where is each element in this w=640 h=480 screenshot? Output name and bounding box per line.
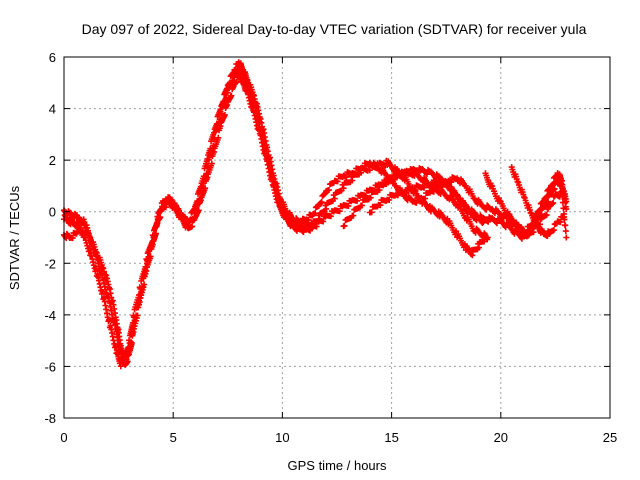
chart-title: Day 097 of 2022, Sidereal Day-to-day VTE… [82, 21, 587, 37]
y-axis-label: SDTVAR / TECUs [7, 185, 22, 290]
x-tick-label: 15 [384, 430, 398, 445]
series-markers [61, 59, 570, 365]
x-tick-label: 5 [170, 430, 177, 445]
data-series [61, 59, 570, 370]
x-tick-label: 20 [494, 430, 508, 445]
y-tick-label: 0 [49, 205, 56, 220]
x-tick-label: 0 [60, 430, 67, 445]
series-track-3 [61, 59, 570, 365]
series-track-7 [366, 177, 487, 226]
y-tick-label: 2 [49, 153, 56, 168]
y-tick-label: -2 [44, 256, 56, 271]
x-axis-label: GPS time / hours [288, 458, 387, 473]
series-markers [482, 170, 570, 241]
plot-frame [63, 56, 611, 419]
x-tick-label: 10 [275, 430, 289, 445]
y-tick-label: 4 [49, 102, 56, 117]
series-track-5 [482, 170, 570, 241]
series-track-6 [508, 164, 568, 240]
y-tick-label: -6 [44, 359, 56, 374]
grid-lines [64, 57, 610, 418]
y-tick-label: 6 [49, 50, 56, 65]
series-markers [366, 177, 487, 226]
y-tick-label: -8 [44, 411, 56, 426]
y-tick-label: -4 [44, 308, 56, 323]
x-tick-label: 25 [603, 430, 617, 445]
series-markers [508, 164, 568, 240]
axis-ticks: 0 5 10 15 20 25 -8 -6 -4 -2 0 2 4 6 [44, 50, 617, 445]
